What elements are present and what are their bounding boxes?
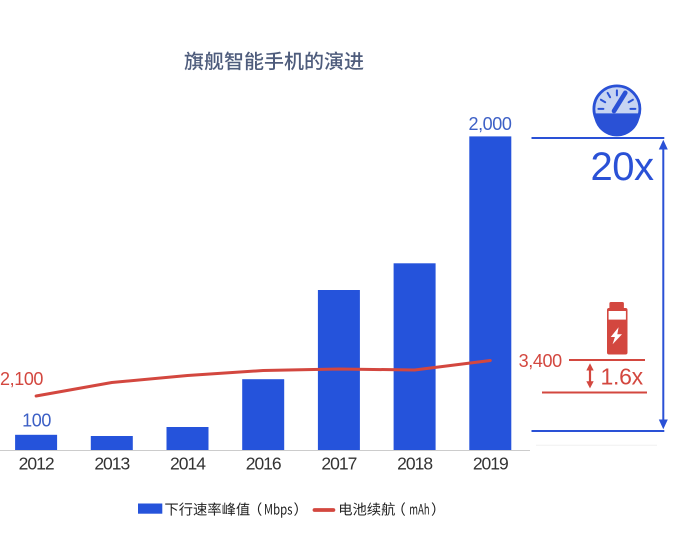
svg-text:2014: 2014 xyxy=(170,453,206,473)
svg-text:3,400: 3,400 xyxy=(519,351,562,371)
svg-text:1.6x: 1.6x xyxy=(601,363,644,389)
svg-text:2012: 2012 xyxy=(19,453,54,473)
svg-text:2016: 2016 xyxy=(246,453,281,473)
svg-text:2,000: 2,000 xyxy=(468,114,511,134)
svg-text:20x: 20x xyxy=(591,145,654,189)
svg-text:2017: 2017 xyxy=(321,453,356,473)
svg-text:2018: 2018 xyxy=(397,453,432,473)
svg-text:2,100: 2,100 xyxy=(0,369,43,389)
svg-text:100: 100 xyxy=(22,411,51,431)
svg-text:2019: 2019 xyxy=(473,453,508,473)
svg-text:2013: 2013 xyxy=(94,453,129,473)
